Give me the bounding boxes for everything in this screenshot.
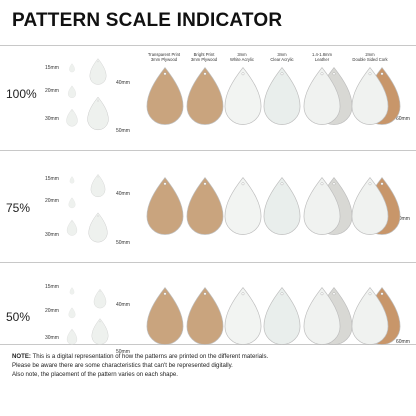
sample-leather-back [316,288,352,345]
section-divider-top [0,45,416,46]
sample-transparent-plywood [147,68,183,125]
column-header-leather: 1.4-1.8mm Leather [298,52,346,62]
size-label-50mm: 50mm [116,349,130,355]
side-size-label-60mm: 60mm [396,216,410,222]
size-label-30mm: 30mm [45,335,59,341]
sample-cork-front [352,68,388,125]
sample-bright-plywood [187,68,223,125]
scale-sample-shape [70,287,74,294]
scale-sample-shape [88,97,109,130]
sample-leather-front [304,178,340,235]
size-label-50mm: 50mm [116,128,130,134]
note-line-3: Also note, the placement of the pattern … [12,371,178,378]
sample-leather-back [316,178,352,235]
sample-cork-back [364,178,400,235]
scale-sample-shape [91,174,105,196]
scale-sample-shape [69,308,76,318]
size-label-20mm: 20mm [45,198,59,204]
sample-clear-acrylic [264,288,300,345]
sample-transparent-plywood [147,288,183,345]
size-label-20mm: 20mm [45,88,59,94]
size-label-30mm: 30mm [45,116,59,122]
sample-white-acrylic [225,178,261,235]
scale-sample-shape [90,59,106,85]
column-header-transparent-plywood: Transparent Print 3mm Plywood [140,52,188,62]
sample-bright-plywood [187,288,223,345]
column-header-line2: Leather [314,57,330,62]
size-label-50mm: 50mm [116,240,130,246]
size-label-40mm: 40mm [116,302,130,308]
sample-clear-acrylic [264,178,300,235]
scale-label-75: 75% [6,201,31,215]
column-header-clear-acrylic: 3mm Clear Acrylic [258,52,306,62]
scale-sample-shape [68,86,76,98]
sample-bright-plywood [187,178,223,235]
column-header-line1: 3mm [277,52,287,57]
scale-sample-shape [94,289,106,308]
column-header-line2: Double Sided Cork [352,57,388,62]
sample-clear-acrylic [264,68,300,125]
column-header-white-acrylic: 3mm White Acrylic [218,52,266,62]
page-title: PATTERN SCALE INDICATOR [12,10,283,31]
scale-sample-shape [67,329,77,345]
section-divider-50 [0,262,416,263]
column-header-line1: Bright Print [193,52,215,57]
sample-leather-front [304,288,340,345]
column-header-cork: 2mm Double Sided Cork [346,52,394,62]
section-divider-75 [0,150,416,151]
sample-transparent-plywood [147,178,183,235]
note-line-2: Please be aware there are some character… [12,362,233,369]
size-label-15mm: 15mm [45,176,59,182]
scale-sample-shape [67,220,77,236]
column-header-line1: 3mm [237,52,247,57]
scale-label-100: 100% [6,87,37,101]
size-label-15mm: 15mm [45,284,59,290]
scale-sample-shape [92,319,108,345]
scale-sample-shape [69,64,74,73]
sample-cork-back [364,288,400,345]
sample-cork-back [364,68,400,125]
size-label-40mm: 40mm [116,80,130,86]
note-line-1: This is a digital representation of how … [32,353,269,360]
column-header-line1: Transparent Print [147,52,181,57]
size-label-30mm: 30mm [45,232,59,238]
column-header-line1: 1.4-1.8mm [311,52,332,57]
sample-leather-back [316,68,352,125]
sample-leather-front [304,68,340,125]
column-header-line2: Clear Acrylic [270,57,294,62]
sample-white-acrylic [225,288,261,345]
side-size-label-60mm: 60mm [396,116,410,122]
scale-label-50: 50% [6,310,31,324]
column-header-line2: 3mm Plywood [150,57,178,62]
side-size-label-60mm: 60mm [396,339,410,345]
scale-sample-shape [67,109,78,126]
scale-sample-shape [89,213,108,242]
size-label-15mm: 15mm [45,65,59,71]
column-header-line1: 2mm [365,52,375,57]
sample-cork-front [352,178,388,235]
size-label-40mm: 40mm [116,191,130,197]
note-label: NOTE: [12,353,31,360]
scale-sample-shape [69,198,76,208]
size-label-20mm: 20mm [45,308,59,314]
scale-sample-shape [70,176,74,183]
sample-cork-front [352,288,388,345]
column-header-bright-plywood: Bright Print 3mm Plywood [180,52,228,62]
column-header-line2: 3mm Plywood [190,57,218,62]
column-header-line2: White Acrylic [230,57,254,62]
sample-white-acrylic [225,68,261,125]
footer-note: NOTE: This is a digital representation o… [12,352,408,379]
